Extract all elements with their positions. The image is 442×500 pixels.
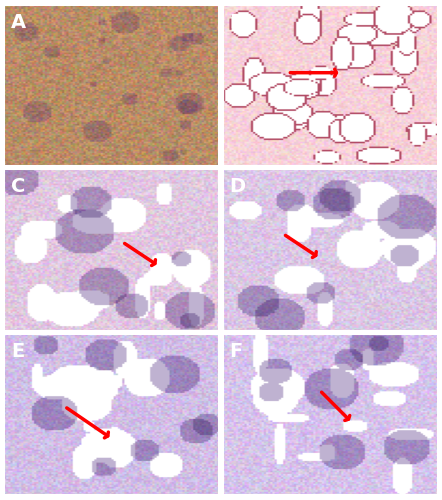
Text: B: B [229,13,244,32]
Text: A: A [11,13,26,32]
Text: D: D [229,178,246,197]
Text: C: C [11,178,25,197]
Text: E: E [11,342,24,361]
Text: F: F [229,342,243,361]
